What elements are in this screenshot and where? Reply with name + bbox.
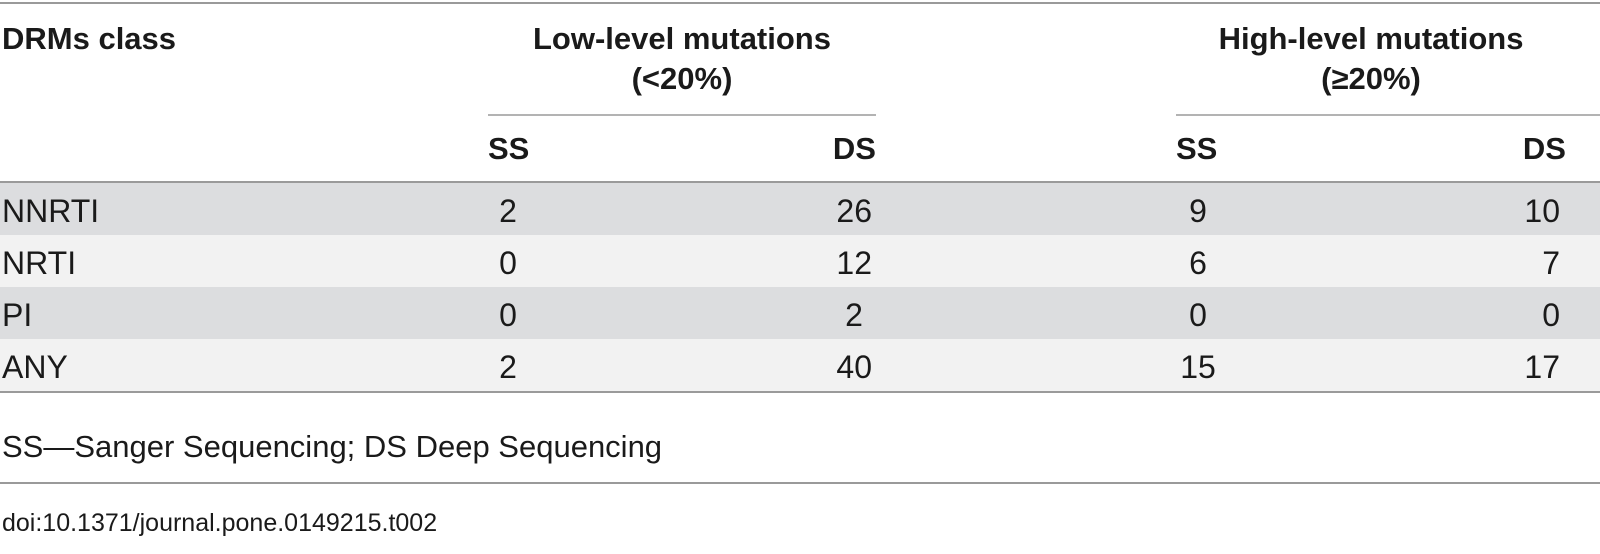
cell-low-ss: 2 [499,193,517,229]
footer-rule [0,482,1600,484]
table-top-rule [0,2,1600,4]
cell-high-ss: 9 [1189,193,1207,229]
cell-low-ds: 40 [836,349,872,385]
column-header-drms-class: DRMs class [2,21,177,56]
group-header-high-level-line2: (≥20%) [1321,61,1421,96]
row-label: ANY [2,349,68,385]
cell-high-ds: 17 [1524,349,1560,385]
row-label: PI [2,297,33,333]
column-header-low-ss: SS [488,131,530,166]
cell-low-ds: 26 [836,193,872,229]
table-row-background [0,183,1600,235]
group-header-high-level-line1: High-level mutations [1218,21,1524,56]
cell-high-ds: 0 [1542,297,1560,333]
cell-high-ss: 15 [1180,349,1216,385]
cell-low-ds: 12 [836,245,872,281]
column-header-high-ss: SS [1176,131,1218,166]
high-level-group-rule [1176,114,1600,116]
column-header-high-ds: DS [1522,131,1566,166]
cell-low-ss: 2 [499,349,517,385]
column-header-low-ds: DS [832,131,876,166]
group-header-low-level-line1: Low-level mutations [533,21,831,56]
cell-high-ds: 10 [1524,193,1560,229]
group-header-low-level-line2: (<20%) [631,61,733,96]
table-bottom-rule [0,391,1600,393]
cell-low-ss: 0 [499,297,517,333]
row-label: NNRTI [2,193,100,229]
row-label: NRTI [2,245,77,281]
table-row-background [0,235,1600,287]
doi-text: doi:10.1371/journal.pone.0149215.t002 [2,509,438,537]
table-footnote: SS—Sanger Sequencing; DS Deep Sequencing [2,429,663,464]
cell-high-ss: 6 [1189,245,1207,281]
cell-low-ss: 0 [499,245,517,281]
low-level-group-rule [488,114,876,116]
cell-high-ss: 0 [1189,297,1207,333]
table-row-background [0,287,1600,339]
header-bottom-rule [0,181,1600,183]
cell-low-ds: 2 [845,297,863,333]
cell-high-ds: 7 [1542,245,1560,281]
table-row-background [0,339,1600,391]
